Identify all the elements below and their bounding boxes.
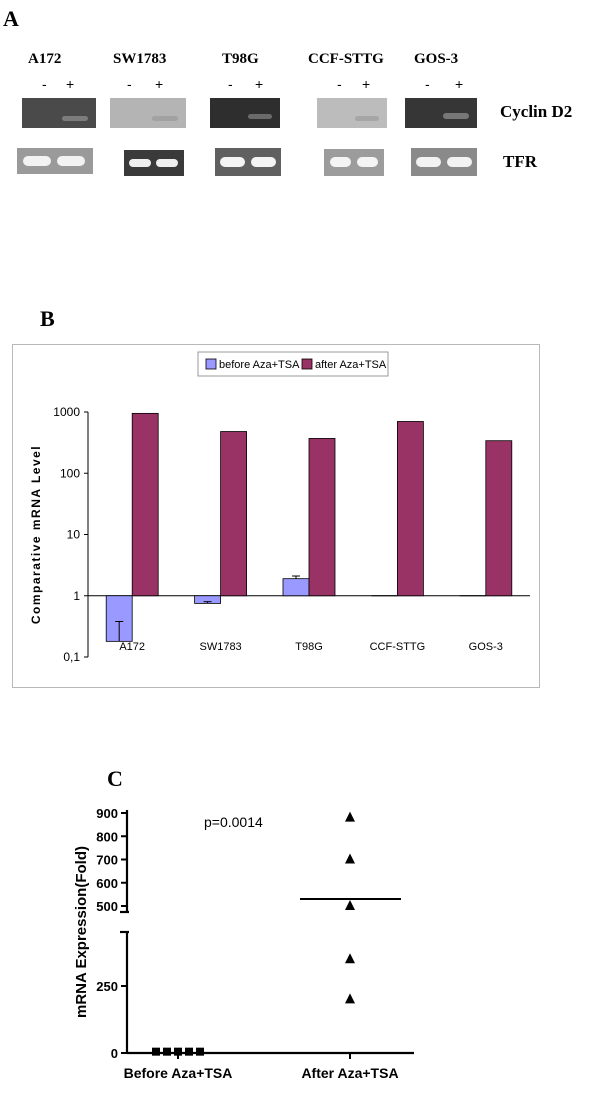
gene-label-cyclin-d2: Cyclin D2 [500, 102, 573, 121]
gel-band [251, 157, 276, 167]
gel-band [129, 159, 151, 167]
gel-band [248, 114, 272, 119]
gene-label-tfr: TFR [503, 152, 537, 171]
panel-a-letter: A [3, 6, 19, 31]
gel-band [62, 116, 88, 121]
lane-plus-a172: + [66, 76, 75, 92]
y-tick-label: 800 [96, 829, 118, 844]
x-category-label: A172 [119, 641, 145, 653]
bar-after-gos-3 [485, 440, 513, 597]
p-value-annotation: p=0.0014 [204, 814, 263, 830]
x-category-label: Before Aza+TSA [124, 1065, 233, 1081]
x-category-label: CCF-STTG [370, 641, 426, 653]
data-point-after [345, 853, 355, 864]
y-tick-label: 100 [60, 466, 80, 480]
lane-plus-ccf-sttg: + [362, 76, 371, 92]
legend-swatch-after [301, 358, 313, 370]
y-tick-label: 1000 [53, 405, 80, 419]
panel-c-letter: C [107, 766, 123, 791]
gel-tfr-gos3 [411, 148, 477, 176]
gel-band [23, 156, 51, 166]
gel-band [330, 157, 351, 167]
gel-band [220, 157, 245, 167]
lane-plus-gos3: + [455, 76, 464, 92]
legend-label-before: before Aza+TSA [219, 359, 300, 371]
legend: before Aza+TSA after Aza+TSA [197, 351, 389, 377]
y-tick-label: 700 [96, 853, 118, 868]
gel-band [355, 116, 379, 121]
y-tick-label: 1 [73, 589, 80, 603]
x-category-label: SW1783 [199, 641, 241, 653]
gel-cyclin-d2-sw1783 [110, 98, 186, 128]
lane-plus-sw1783: + [155, 76, 164, 92]
data-point-before [196, 1047, 204, 1056]
gel-cyclin-d2-gos3 [405, 98, 477, 128]
legend-box [197, 351, 389, 377]
panel-c-scatter-chart: 0 250 500 600 700 800 900 Before Aza+TSA After A… [73, 806, 414, 1081]
bar-after-a172 [131, 412, 159, 597]
gel-band [357, 157, 378, 167]
gel-tfr-a172 [17, 148, 93, 174]
y-tick-label: 900 [96, 806, 118, 821]
lane-minus-t98g: - [228, 76, 233, 92]
data-point-after [345, 953, 355, 964]
bar-before-t98g [282, 578, 310, 597]
y-axis-title: Comparative mRNA Level [29, 445, 43, 624]
x-category-label: GOS-3 [469, 641, 503, 653]
gel-band [57, 156, 85, 166]
y-tick-label: 500 [96, 899, 118, 914]
panel-b-chart-frame [12, 344, 540, 688]
bar-after-ccf-sttg [396, 421, 424, 597]
gel-band [152, 116, 178, 121]
cell-label-t98g: T98G [222, 51, 259, 67]
lane-minus-sw1783: - [127, 76, 132, 92]
gel-cyclin-d2-t98g [210, 98, 280, 128]
legend-swatch-before [205, 358, 217, 370]
lane-minus-a172: - [42, 76, 47, 92]
data-point-after [345, 811, 355, 822]
cell-label-sw1783: SW1783 [113, 51, 167, 67]
panel-b-bar-chart: before Aza+TSA after Aza+TSA 1000 100 10 1 0,1… [29, 351, 530, 664]
y-tick-label: 600 [96, 876, 118, 891]
bar-after-sw1783 [220, 431, 248, 597]
y-tick-label: 0,1 [63, 650, 80, 664]
lane-plus-t98g: + [255, 76, 264, 92]
bar-after-t98g [308, 438, 336, 597]
x-category-label: After Aza+TSA [301, 1065, 398, 1081]
gel-cyclin-d2-ccf-sttg [317, 98, 387, 128]
y-tick-label: 250 [96, 979, 118, 994]
cell-label-a172: A172 [28, 51, 62, 67]
data-point-before [174, 1047, 182, 1056]
data-point-after [345, 993, 355, 1004]
data-point-before [163, 1047, 171, 1056]
gel-band [443, 113, 469, 119]
data-point-after [345, 900, 355, 910]
x-category-label: T98G [295, 641, 323, 653]
cell-label-ccf-sttg: CCF-STTG [308, 51, 384, 67]
y-axis-title: mRNA Expression(Fold) [73, 846, 90, 1018]
lane-minus-gos3: - [425, 76, 430, 92]
gel-tfr-sw1783 [124, 150, 184, 176]
gel-tfr-t98g [215, 148, 281, 176]
gel-band [156, 159, 178, 167]
gel-band [416, 157, 441, 167]
gel-band [447, 157, 472, 167]
lane-minus-ccf-sttg: - [337, 76, 342, 92]
y-tick-label: 10 [67, 528, 81, 542]
data-point-before [152, 1047, 160, 1056]
data-point-before [185, 1047, 193, 1056]
panel-b-letter: B [40, 306, 55, 331]
cell-label-gos3: GOS-3 [414, 51, 459, 67]
gel-cyclin-d2-a172 [22, 98, 96, 128]
y-tick-label: 0 [111, 1046, 118, 1061]
gel-tfr-ccf-sttg [324, 149, 384, 176]
legend-label-after: after Aza+TSA [315, 359, 387, 371]
